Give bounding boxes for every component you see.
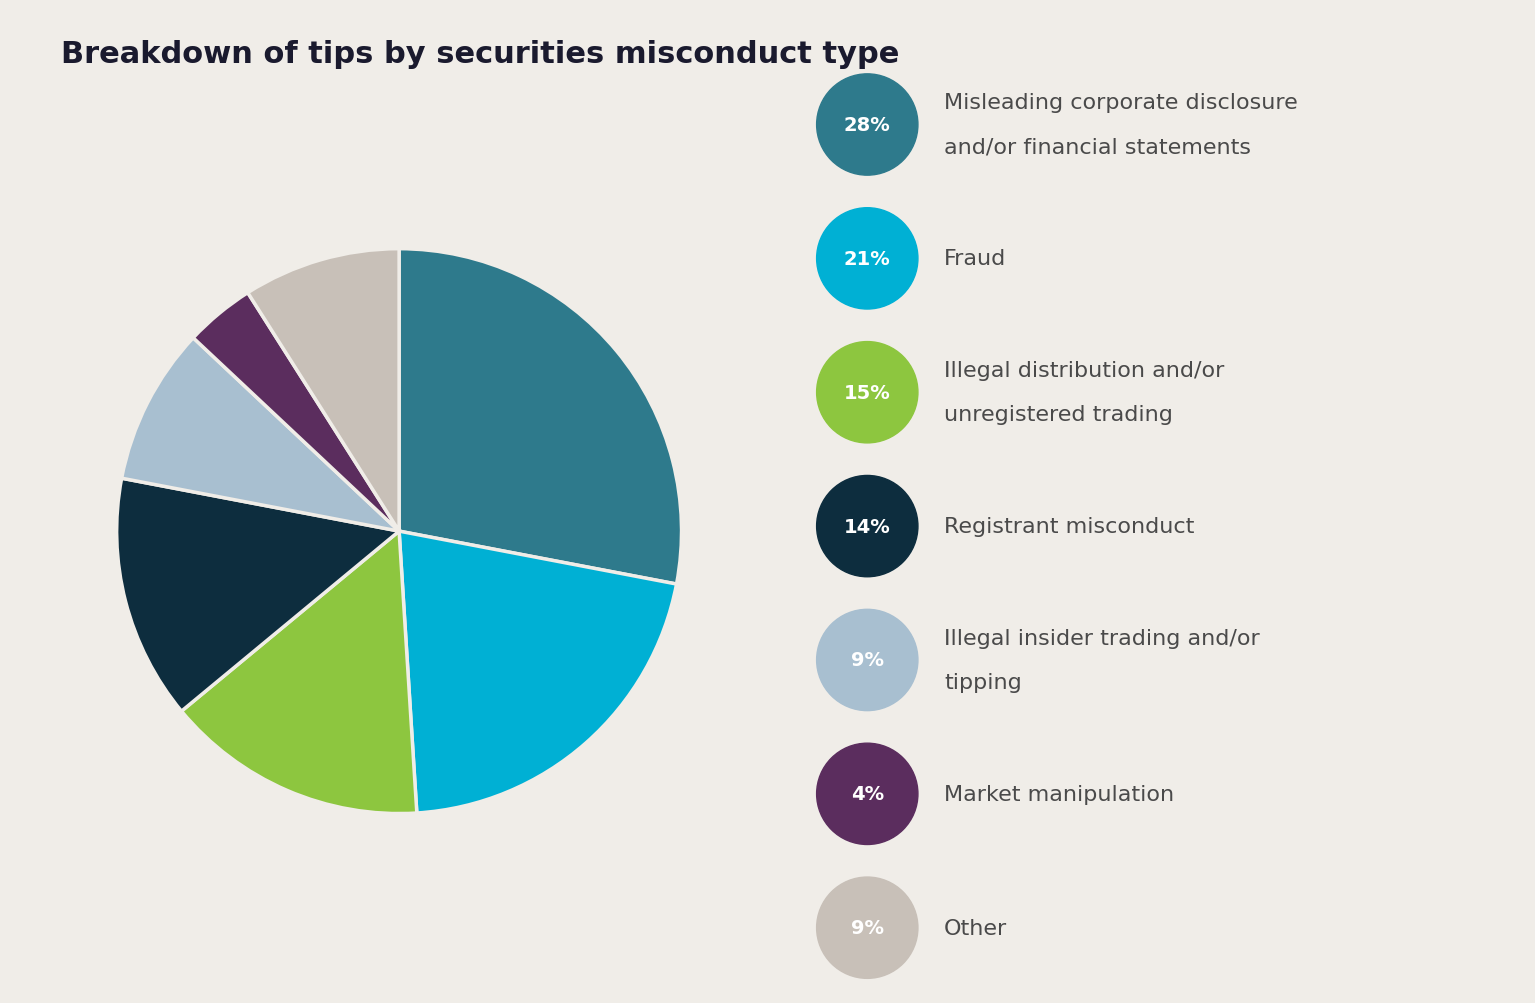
Wedge shape: [193, 293, 399, 532]
Wedge shape: [247, 250, 399, 532]
Text: Illegal insider trading and/or: Illegal insider trading and/or: [944, 628, 1260, 648]
Text: Breakdown of tips by securities misconduct type: Breakdown of tips by securities miscondu…: [61, 40, 900, 69]
Text: and/or financial statements: and/or financial statements: [944, 137, 1251, 157]
Text: Registrant misconduct: Registrant misconduct: [944, 517, 1194, 537]
Text: Illegal distribution and/or: Illegal distribution and/or: [944, 361, 1225, 381]
Wedge shape: [399, 250, 682, 585]
Text: tipping: tipping: [944, 672, 1022, 692]
Text: Fraud: Fraud: [944, 249, 1007, 269]
Text: Misleading corporate disclosure: Misleading corporate disclosure: [944, 93, 1297, 113]
Text: 14%: 14%: [844, 518, 890, 536]
Text: Other: Other: [944, 918, 1007, 938]
Text: 21%: 21%: [844, 250, 890, 269]
Text: 9%: 9%: [850, 651, 884, 670]
Wedge shape: [399, 532, 677, 813]
Text: 15%: 15%: [844, 383, 890, 402]
Text: unregistered trading: unregistered trading: [944, 405, 1173, 425]
Wedge shape: [121, 338, 399, 532]
Text: 9%: 9%: [850, 919, 884, 937]
Text: 4%: 4%: [850, 784, 884, 803]
Text: Market manipulation: Market manipulation: [944, 784, 1174, 804]
Wedge shape: [117, 478, 399, 711]
Wedge shape: [181, 532, 418, 813]
Text: 28%: 28%: [844, 116, 890, 134]
